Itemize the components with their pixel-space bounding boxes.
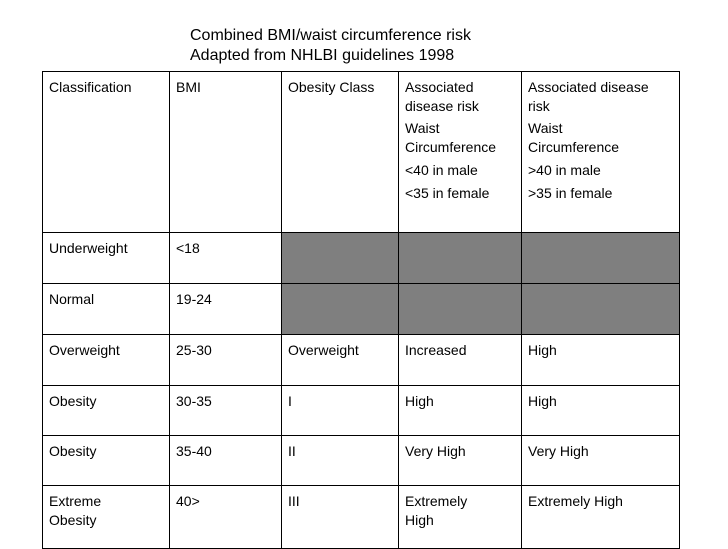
cell-shaded: [281, 283, 399, 335]
cell-bmi: <18: [169, 232, 282, 284]
cell-risk-normal-waist: High: [398, 385, 522, 436]
header-text: Waist: [405, 120, 440, 136]
header-risk-normal-waist: Associated disease risk Waist Circumfere…: [398, 71, 522, 233]
header-text: disease risk: [405, 98, 479, 114]
table-row: Obesity 30-35 I High High: [42, 385, 680, 436]
cell-risk-high-waist: High: [521, 334, 680, 386]
cell-bmi: 35-40: [169, 435, 282, 486]
cell-risk-normal-waist: Very High: [398, 435, 522, 486]
cell-classification: Overweight: [42, 334, 170, 386]
header-text: >35 in female: [528, 185, 613, 201]
cell-obesity-class: III: [281, 485, 399, 549]
table-row: Overweight 25-30 Overweight Increased Hi…: [42, 334, 680, 386]
cell-text: Extreme: [49, 493, 102, 509]
cell-classification: Underweight: [42, 232, 170, 284]
header-obesity-class: Obesity Class: [281, 71, 399, 233]
header-text: Associated: [405, 79, 474, 95]
table-row: Normal 19-24: [42, 283, 680, 335]
cell-risk-normal-waist: Extremely High: [398, 485, 522, 549]
header-text: risk: [528, 98, 550, 114]
header-text: Circumference: [528, 139, 620, 155]
cell-risk-high-waist: Very High: [521, 435, 680, 486]
cell-text: High: [405, 512, 434, 528]
cell-bmi: 30-35: [169, 385, 282, 436]
cell-classification: Obesity: [42, 385, 170, 436]
cell-classification: Normal: [42, 283, 170, 335]
cell-bmi: 19-24: [169, 283, 282, 335]
table-row: Underweight <18: [42, 232, 680, 284]
cell-risk-normal-waist: Increased: [398, 334, 522, 386]
header-text: Waist: [528, 120, 563, 136]
cell-obesity-class: Overweight: [281, 334, 399, 386]
cell-obesity-class: I: [281, 385, 399, 436]
cell-risk-high-waist: High: [521, 385, 680, 436]
table-row: Obesity 35-40 II Very High Very High: [42, 435, 680, 486]
cell-bmi: 40>: [169, 485, 282, 549]
cell-risk-high-waist: Extremely High: [521, 485, 680, 549]
title-line-1: Combined BMI/waist circumference risk: [190, 27, 471, 44]
header-text: >40 in male: [528, 162, 601, 178]
title-line-2: Adapted from NHLBI guidelines 1998: [190, 47, 455, 64]
table-title: Combined BMI/waist circumference risk Ad…: [190, 26, 471, 66]
header-text: <40 in male: [405, 162, 478, 178]
cell-shaded: [281, 232, 399, 284]
header-risk-high-waist: Associated disease risk Waist Circumfere…: [521, 71, 680, 233]
bmi-risk-table: Classification BMI Obesity Class Associa…: [42, 71, 680, 549]
cell-bmi: 25-30: [169, 334, 282, 386]
header-text: Associated disease: [528, 79, 649, 95]
cell-text: Extremely: [405, 493, 468, 509]
header-row: Classification BMI Obesity Class Associa…: [42, 71, 680, 233]
cell-shaded: [521, 232, 680, 284]
header-text: <35 in female: [405, 185, 490, 201]
header-classification: Classification: [42, 71, 170, 233]
table-row: Extreme Obesity 40> III Extremely High E…: [42, 485, 680, 549]
cell-shaded: [521, 283, 680, 335]
header-text: Circumference: [405, 139, 497, 155]
cell-text: Obesity: [49, 512, 97, 528]
cell-classification: Obesity: [42, 435, 170, 486]
cell-obesity-class: II: [281, 435, 399, 486]
cell-shaded: [398, 232, 522, 284]
cell-shaded: [398, 283, 522, 335]
cell-classification: Extreme Obesity: [42, 485, 170, 549]
header-bmi: BMI: [169, 71, 282, 233]
